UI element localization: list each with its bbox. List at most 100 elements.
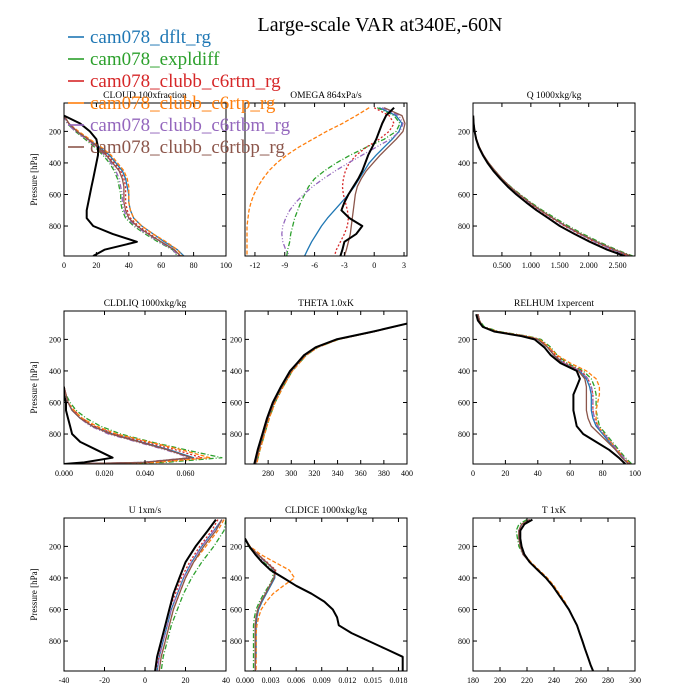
panel-title: RELHUM 1xpercent bbox=[514, 299, 594, 309]
y-tick-label: 600 bbox=[458, 605, 470, 614]
panel-title: Q 1000xkg/kg bbox=[527, 91, 582, 101]
series-line-6 bbox=[64, 115, 182, 256]
series-line-2 bbox=[245, 538, 274, 671]
series-line-6 bbox=[245, 538, 276, 671]
series-line-3 bbox=[473, 115, 629, 256]
series-line-3 bbox=[518, 519, 594, 671]
series-line-6 bbox=[477, 314, 629, 464]
series-line-1 bbox=[156, 519, 223, 671]
plot-frame bbox=[244, 310, 408, 465]
series-line-control bbox=[473, 115, 625, 256]
series-group bbox=[64, 386, 223, 464]
legend-item-1: cam078_dflt_rg bbox=[68, 27, 212, 48]
x-tick-label: 0 bbox=[62, 261, 66, 270]
series-line-4 bbox=[245, 538, 296, 671]
y-axis-label: Pressure [hPa] bbox=[29, 361, 39, 413]
panel-6: 0 20 40 60 80 100 200 400 600 800 RELHUM 1xpercent bbox=[458, 299, 641, 478]
y-axis-label: Pressure [hPa] bbox=[29, 153, 39, 205]
x-tick-label: 300 bbox=[285, 469, 297, 478]
y-tick-label: 600 bbox=[49, 605, 61, 614]
x-tick-label: -3 bbox=[341, 261, 348, 270]
legend-item-3: cam078_clubb_c6rtm_rg bbox=[68, 71, 281, 92]
series-line-control bbox=[253, 322, 407, 464]
legend-label: cam078_clubb_c6rtbp_rg bbox=[90, 137, 285, 158]
x-tick-label: 0 bbox=[471, 469, 475, 478]
y-tick-label: 200 bbox=[49, 127, 61, 136]
series-line-control bbox=[475, 313, 626, 464]
x-tick-label: 0 bbox=[372, 261, 376, 270]
x-tick-label: -40 bbox=[59, 676, 70, 685]
panel-2: -12 -9 -6 -3 0 3 OMEGA 864xPa/s bbox=[244, 91, 408, 270]
series-line-1 bbox=[518, 519, 594, 671]
x-tick-label: 2.500 bbox=[609, 261, 627, 270]
x-tick-label: 0.000 bbox=[55, 469, 73, 478]
series-line-5 bbox=[64, 115, 180, 256]
series-line-6 bbox=[64, 386, 193, 464]
x-tick-label: 0.003 bbox=[262, 676, 280, 685]
panel-title: U 1xm/s bbox=[129, 506, 162, 516]
figure-title: Large-scale VAR at340E,-60N bbox=[258, 14, 503, 36]
x-tick-label: 40 bbox=[125, 261, 133, 270]
series-line-4 bbox=[64, 115, 183, 256]
y-tick-label: 800 bbox=[230, 430, 242, 439]
x-tick-label: -9 bbox=[281, 261, 288, 270]
series-line-6 bbox=[343, 107, 406, 256]
x-tick-label: 380 bbox=[378, 469, 390, 478]
series-line-3 bbox=[333, 107, 395, 256]
x-tick-label: 40 bbox=[222, 676, 230, 685]
y-tick-label: 400 bbox=[49, 367, 61, 376]
legend-item-2: cam078_expldiff bbox=[68, 49, 220, 70]
legend-label: cam078_clubb_c6rtp_rg bbox=[90, 93, 276, 114]
series-group bbox=[246, 106, 406, 256]
y-tick-label: 400 bbox=[230, 574, 242, 583]
x-tick-label: 0.018 bbox=[389, 676, 407, 685]
x-tick-label: -20 bbox=[99, 676, 110, 685]
series-line-2 bbox=[515, 519, 594, 671]
panel-title: CLDLIQ 1000xkg/kg bbox=[104, 299, 187, 309]
x-tick-label: 0.015 bbox=[364, 676, 382, 685]
y-tick-label: 800 bbox=[49, 430, 61, 439]
series-line-5 bbox=[64, 386, 191, 464]
y-tick-label: 600 bbox=[230, 398, 242, 407]
series-line-4 bbox=[518, 519, 594, 671]
series-group bbox=[515, 518, 595, 671]
series-line-control bbox=[245, 538, 404, 671]
panel-title: T 1xK bbox=[542, 506, 567, 516]
x-tick-label: 20 bbox=[182, 676, 190, 685]
series-line-2 bbox=[160, 519, 226, 671]
x-tick-label: 280 bbox=[262, 469, 274, 478]
x-tick-label: 400 bbox=[401, 469, 413, 478]
plot-frame bbox=[244, 102, 408, 257]
y-tick-label: 400 bbox=[458, 574, 470, 583]
series-line-5 bbox=[281, 107, 404, 256]
x-tick-label: 0.000 bbox=[236, 676, 254, 685]
series-group bbox=[473, 115, 633, 256]
y-tick-label: 800 bbox=[458, 222, 470, 231]
legend-item-5: cam078_clubb_c6rtbm_rg bbox=[68, 115, 291, 136]
plot-frame bbox=[472, 102, 636, 257]
series-line-3 bbox=[64, 386, 203, 464]
series-line-control bbox=[64, 386, 114, 464]
y-tick-label: 200 bbox=[458, 127, 470, 136]
y-tick-label: 400 bbox=[458, 159, 470, 168]
x-tick-label: 240 bbox=[548, 676, 560, 685]
series-line-2 bbox=[64, 386, 223, 464]
y-axis-label: Pressure [hPa] bbox=[29, 568, 39, 620]
legend-item-4: cam078_clubb_c6rtp_rg bbox=[68, 93, 276, 114]
series-line-4 bbox=[473, 115, 631, 256]
y-tick-label: 400 bbox=[230, 367, 242, 376]
x-tick-label: 0.040 bbox=[136, 469, 154, 478]
y-tick-label: 200 bbox=[49, 335, 61, 344]
y-tick-label: 800 bbox=[458, 430, 470, 439]
x-tick-label: 220 bbox=[521, 676, 533, 685]
series-line-2 bbox=[64, 115, 178, 256]
series-group bbox=[253, 322, 407, 464]
series-group bbox=[245, 538, 404, 671]
panel-title: CLOUD 100xfraction bbox=[103, 90, 187, 101]
x-tick-label: -12 bbox=[250, 261, 261, 270]
legend-label: cam078_clubb_c6rtbm_rg bbox=[90, 115, 291, 136]
series-line-5 bbox=[156, 519, 223, 671]
y-tick-label: 200 bbox=[458, 542, 470, 551]
